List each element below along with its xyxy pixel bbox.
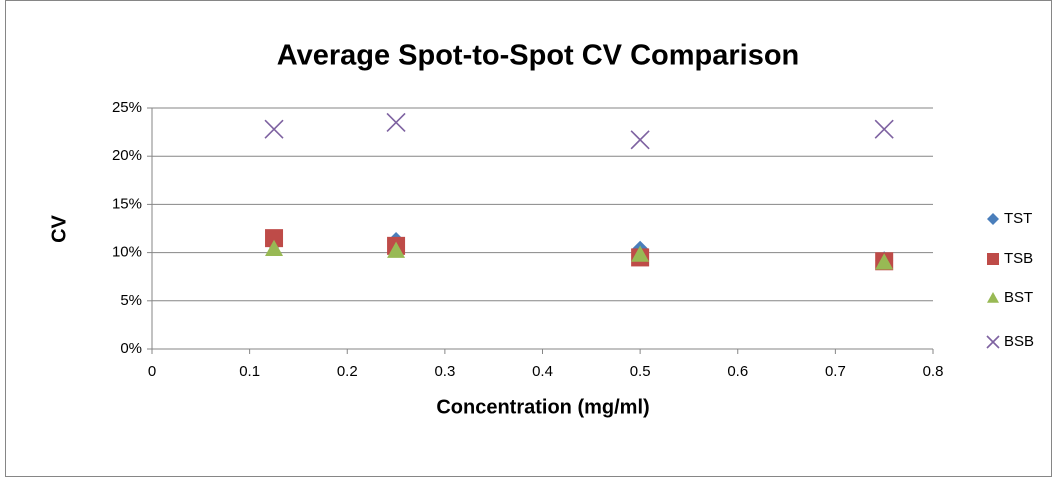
x-tick-label: 0.8: [923, 363, 944, 380]
point: [264, 119, 284, 139]
y-axis-label: CV: [48, 214, 70, 242]
point: [630, 130, 650, 150]
x-axis-label: Concentration (mg/ml): [436, 396, 649, 418]
y-tick-label: 25%: [112, 99, 142, 116]
x-tick-label: 0.6: [727, 363, 748, 380]
legend-label: TST: [1004, 210, 1032, 227]
x-tick-label: 0: [148, 363, 156, 380]
y-tick-label: 5%: [120, 292, 142, 309]
point: [874, 119, 894, 139]
legend-marker: [987, 213, 999, 225]
legend-marker: [986, 335, 1000, 349]
x-tick-label: 0.1: [239, 363, 260, 380]
point: [387, 241, 406, 258]
y-tick-label: 15%: [112, 195, 142, 212]
legend-label: BSB: [1004, 333, 1034, 350]
point: [265, 229, 284, 248]
x-tick-label: 0.4: [532, 363, 553, 380]
point: [875, 253, 894, 270]
chart-title: Average Spot-to-Spot CV Comparison: [277, 40, 800, 72]
legend-marker: [987, 253, 999, 265]
point: [386, 112, 406, 133]
chart-border: [5, 0, 1052, 477]
x-tick-label: 0.5: [630, 363, 651, 380]
legend-label: BST: [1004, 289, 1033, 306]
y-tick-label: 0%: [120, 340, 142, 357]
legend-label: TSB: [1004, 250, 1033, 267]
point: [631, 245, 650, 262]
x-tick-label: 0.2: [337, 363, 358, 380]
y-tick-label: 20%: [112, 147, 142, 164]
x-tick-label: 0.7: [825, 363, 846, 380]
x-tick-label: 0.3: [434, 363, 455, 380]
y-tick-label: 10%: [112, 244, 142, 261]
legend-marker: [987, 292, 999, 303]
point: [265, 239, 284, 256]
